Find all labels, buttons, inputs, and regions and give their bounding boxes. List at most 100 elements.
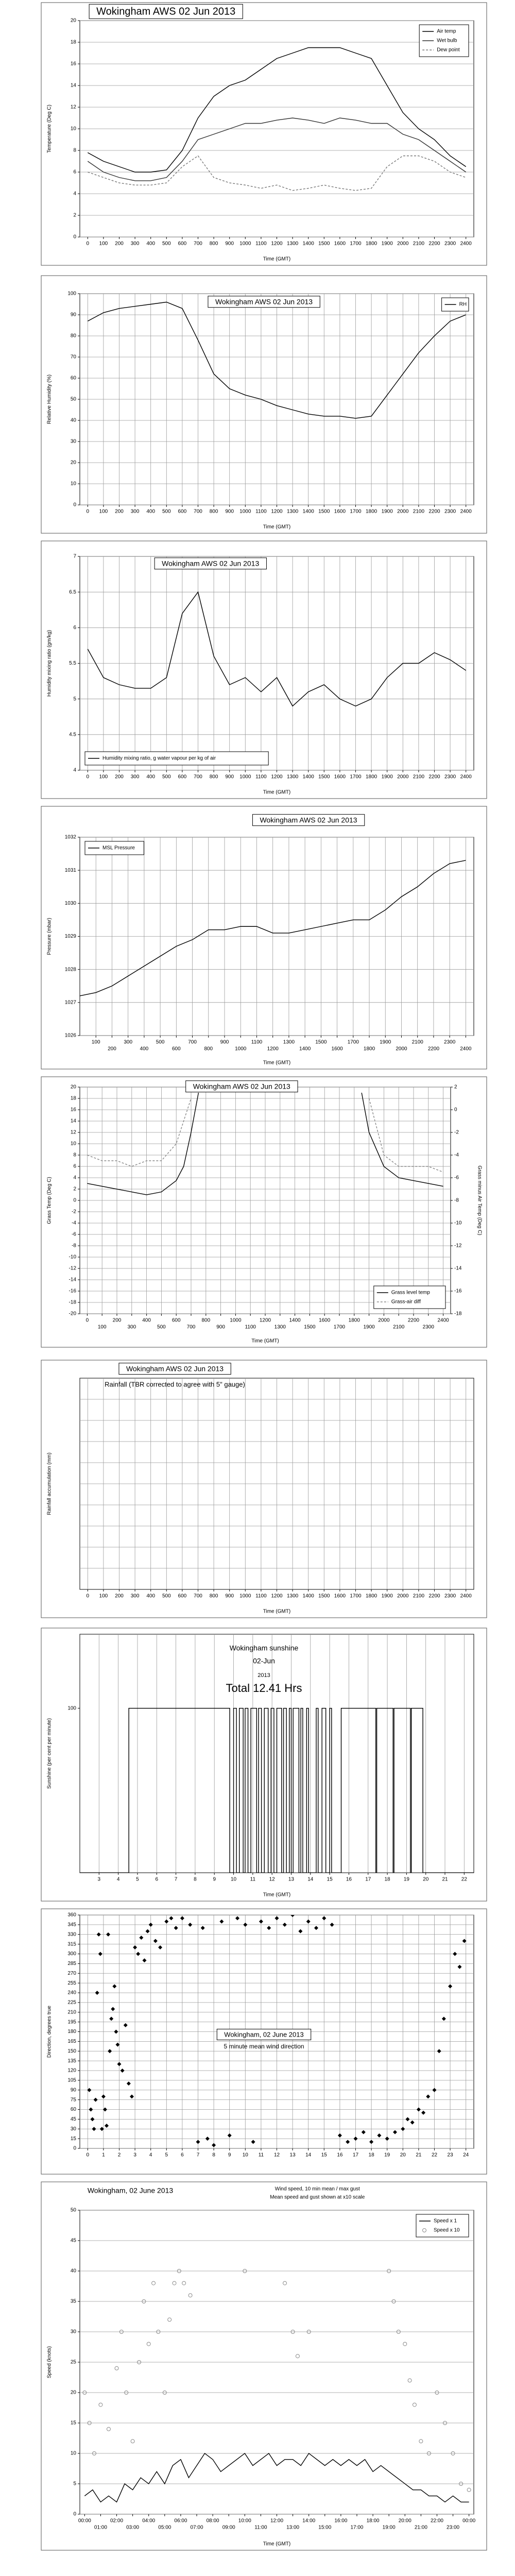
y-tick-label: 300 — [67, 1951, 76, 1957]
x-tick-label: 800 — [210, 774, 218, 780]
point — [393, 2130, 397, 2134]
x-tick-label: 400 — [146, 241, 155, 247]
y-tick-label: 1031 — [65, 868, 77, 873]
x-tick-label: 17:00 — [350, 2525, 363, 2531]
chart-title: Wokingham, 02 June 2013 — [224, 2030, 303, 2038]
chart-title: Wokingham AWS 02 Jun 2013 — [126, 1365, 224, 1373]
point — [267, 1926, 271, 1930]
x-tick-label: 100 — [99, 241, 108, 247]
legend-label: Dew point — [437, 47, 460, 53]
x-tick-label: 21 — [416, 2153, 422, 2158]
point — [92, 2451, 96, 2455]
y2-tick-label: -10 — [454, 1221, 462, 1226]
line — [87, 591, 467, 707]
point — [369, 2140, 374, 2144]
x-tick-label: 1300 — [287, 774, 299, 780]
point — [405, 2117, 410, 2122]
chart-title-box — [89, 4, 243, 19]
point — [148, 1922, 153, 1927]
x-tick-label: 300 — [131, 1594, 140, 1599]
point — [177, 2269, 181, 2273]
x-tick-label: 13 — [290, 2153, 296, 2158]
x-tick-label: 800 — [210, 1594, 218, 1599]
chart-title: Wokingham AWS 02 Jun 2013 — [215, 298, 313, 306]
point — [243, 2269, 247, 2273]
x-tick-label: 10:00 — [238, 2518, 251, 2524]
y-axis-label: Relative Humidity (%) — [47, 375, 53, 424]
x-tick-label: 300 — [124, 1040, 132, 1045]
x-tick-label: 500 — [156, 1040, 165, 1045]
point — [117, 2062, 122, 2066]
x-tick-label: 3 — [133, 2153, 136, 2158]
y-tick-label: 6 — [73, 625, 76, 631]
point — [106, 1932, 111, 1937]
chart-title: Wokingham AWS 02 Jun 2013 — [260, 816, 357, 824]
x-tick-label: 1900 — [363, 1325, 375, 1330]
x-axis-label: Time (GMT) — [263, 790, 291, 795]
point — [396, 2330, 401, 2334]
x-tick-label: 20 — [400, 2153, 406, 2158]
y-tick-label: -16 — [69, 1289, 77, 1294]
line — [361, 1092, 443, 1187]
point — [108, 2049, 112, 2054]
y-tick-label: 10 — [71, 126, 77, 132]
y-tick-label: 90 — [71, 312, 77, 318]
x-tick-label: 1200 — [271, 509, 283, 515]
point — [102, 2107, 107, 2112]
x-tick-label: 04:00 — [142, 2518, 155, 2524]
x-tick-label: 2100 — [413, 509, 425, 515]
x-axis-label: Time (GMT) — [263, 1892, 291, 1898]
x-tick-label: 700 — [194, 509, 202, 515]
x-tick-label: 1000 — [239, 1594, 251, 1599]
x-tick-label: 600 — [172, 1046, 181, 1052]
x-tick-label: 1600 — [334, 1594, 346, 1599]
y-tick-label: 14 — [71, 1118, 77, 1124]
x-tick-label: 400 — [140, 1046, 149, 1052]
x-tick-label: 5 — [136, 1877, 139, 1883]
point — [123, 2023, 128, 2027]
y-tick-label: 100 — [67, 1705, 76, 1711]
legend-box — [84, 751, 269, 766]
x-axis-label: Time (GMT) — [263, 2541, 291, 2547]
point — [200, 1926, 205, 1930]
x-tick-label: 1200 — [260, 1318, 271, 1324]
point — [169, 1916, 174, 1921]
x-tick-label: 03:00 — [126, 2525, 139, 2531]
y-tick-label: 5 — [73, 2481, 76, 2487]
y-tick-label: 30 — [71, 2329, 77, 2335]
chart-title: Wokingham AWS 02 Jun 2013 — [96, 6, 235, 17]
legend-label: MSL Pressure — [102, 845, 135, 851]
y-tick-label: 10 — [71, 481, 77, 487]
point — [90, 2117, 95, 2122]
y-tick-label: 8 — [73, 1153, 76, 1158]
x-tick-label: 2300 — [444, 1040, 456, 1045]
point — [219, 1919, 224, 1924]
x-tick-label: 21:00 — [415, 2525, 427, 2531]
y-tick-label: 20 — [71, 1084, 77, 1090]
x-tick-label: 2000 — [397, 774, 409, 780]
x-tick-label: 1300 — [274, 1325, 286, 1330]
x-tick-label: 100 — [99, 509, 108, 515]
line — [368, 1098, 443, 1173]
x-axis-label: Time (GMT) — [251, 1338, 279, 1344]
y2-tick-label: -2 — [454, 1130, 459, 1136]
y-tick-label: 40 — [71, 418, 77, 423]
legend-box — [416, 2214, 469, 2238]
x-tick-label: 1800 — [366, 774, 377, 780]
y-tick-label: -12 — [69, 1266, 77, 1272]
x-tick-label: 11 — [250, 1877, 256, 1883]
point — [153, 1939, 158, 1943]
y-tick-label: -10 — [69, 1255, 77, 1260]
point — [188, 1922, 193, 1927]
x-tick-label: 22 — [461, 1877, 468, 1883]
x-tick-label: 200 — [115, 241, 124, 247]
chart-title-box — [252, 814, 365, 826]
x-tick-label: 900 — [225, 509, 234, 515]
y-tick-label: 40 — [71, 2268, 77, 2274]
x-tick-label: 20:00 — [399, 2518, 411, 2524]
x-tick-label: 11:00 — [254, 2525, 267, 2531]
x-tick-label: 22:00 — [431, 2518, 443, 2524]
x-tick-label: 2400 — [460, 241, 472, 247]
point — [306, 2330, 311, 2334]
point — [462, 1939, 467, 1943]
